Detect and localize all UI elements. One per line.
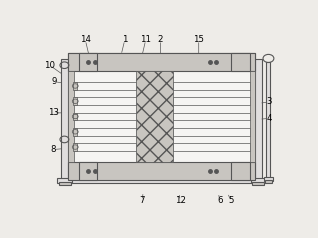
Bar [266,62,270,178]
Bar [73,143,136,151]
Bar [232,53,250,71]
Bar [73,128,78,136]
Bar [73,113,136,120]
Bar [68,162,255,180]
Text: 9: 9 [52,77,57,86]
Bar [232,162,250,180]
Text: 12: 12 [175,196,186,205]
Bar [68,71,73,162]
Bar [265,180,273,183]
Bar [136,71,173,162]
Text: 15: 15 [193,35,204,45]
Bar [79,162,97,180]
Bar [68,53,255,71]
Bar [73,143,78,151]
Bar [250,71,255,162]
Bar [173,143,250,151]
Text: 2: 2 [158,35,163,45]
Text: 7: 7 [139,196,145,205]
Bar [173,97,250,105]
Bar [68,53,255,180]
Bar [73,113,78,120]
Text: 13: 13 [48,108,59,117]
Text: 3: 3 [266,97,272,106]
Bar [264,177,273,181]
Bar [58,178,72,183]
Bar [255,59,262,180]
Bar [252,182,264,185]
Text: 5: 5 [228,196,233,205]
Bar [72,178,251,183]
Bar [59,182,71,185]
Text: 8: 8 [51,145,56,154]
Bar [173,128,250,136]
Text: 11: 11 [140,35,151,45]
Bar [173,82,250,90]
Bar [79,53,97,71]
Text: 10: 10 [44,61,55,70]
Text: 6: 6 [217,196,222,205]
Bar [73,82,78,90]
Text: 4: 4 [266,114,272,123]
Bar [73,82,136,90]
Bar [251,178,266,183]
Bar [73,97,136,105]
Bar [173,113,250,120]
Bar [61,59,68,180]
Text: 14: 14 [80,35,91,45]
Bar [73,128,136,136]
Text: 1: 1 [122,35,128,45]
Bar [73,97,78,105]
